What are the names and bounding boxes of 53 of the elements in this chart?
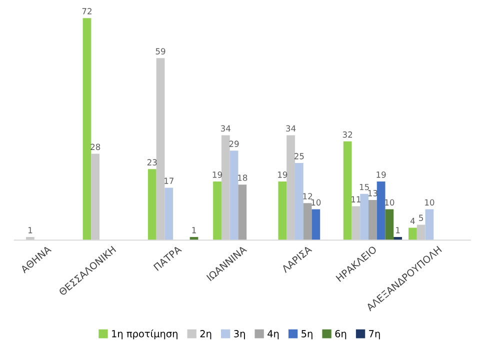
data-label: 23 [147, 159, 157, 166]
bar [221, 135, 230, 240]
legend-label: 3η [234, 330, 245, 340]
legend-label: 7η [369, 330, 380, 340]
data-label: 72 [82, 8, 92, 14]
data-label: 34 [286, 125, 296, 132]
bar [156, 58, 165, 240]
bar [425, 209, 434, 240]
data-label: 1 [28, 227, 32, 234]
bar [294, 163, 304, 240]
data-label: 1 [396, 227, 400, 234]
legend-label: 1η προτίμηση [112, 329, 178, 340]
data-label: 19 [278, 172, 288, 178]
data-label: 1 [192, 227, 196, 234]
data-label: 10 [425, 199, 434, 206]
data-label: 59 [156, 48, 166, 54]
bar [82, 18, 92, 240]
data-label: 10 [312, 199, 321, 206]
bar [360, 194, 368, 240]
data-label: 5 [419, 214, 423, 221]
bar [376, 182, 386, 240]
legend-label: 5η [302, 330, 312, 340]
legend-label: 2η [200, 330, 212, 340]
legend-label: 4η [268, 330, 279, 340]
legend-label: 6η [335, 330, 346, 340]
data-label: 32 [342, 131, 352, 138]
data-label: 12 [303, 193, 312, 200]
bar [385, 209, 394, 240]
bar [286, 135, 295, 240]
bar [368, 200, 377, 240]
data-label: 25 [294, 153, 304, 160]
bar [408, 228, 417, 240]
bar [230, 150, 238, 240]
bar [352, 206, 360, 240]
data-label: 11 [352, 196, 360, 202]
bar [312, 209, 320, 240]
bar [238, 184, 247, 240]
bar [148, 169, 156, 240]
bar [91, 154, 100, 240]
data-label: 29 [229, 140, 239, 147]
data-label: 19 [212, 172, 222, 178]
data-label: 15 [360, 184, 369, 190]
data-label: 4 [410, 218, 415, 224]
data-label: 17 [164, 178, 174, 184]
data-label: 18 [238, 174, 248, 181]
bar [278, 182, 287, 240]
bar [416, 224, 426, 240]
data-label: 19 [376, 172, 386, 178]
data-label: 34 [220, 125, 230, 132]
bar [343, 141, 352, 240]
bar [303, 203, 312, 240]
bar [213, 182, 222, 240]
bar [164, 188, 174, 240]
